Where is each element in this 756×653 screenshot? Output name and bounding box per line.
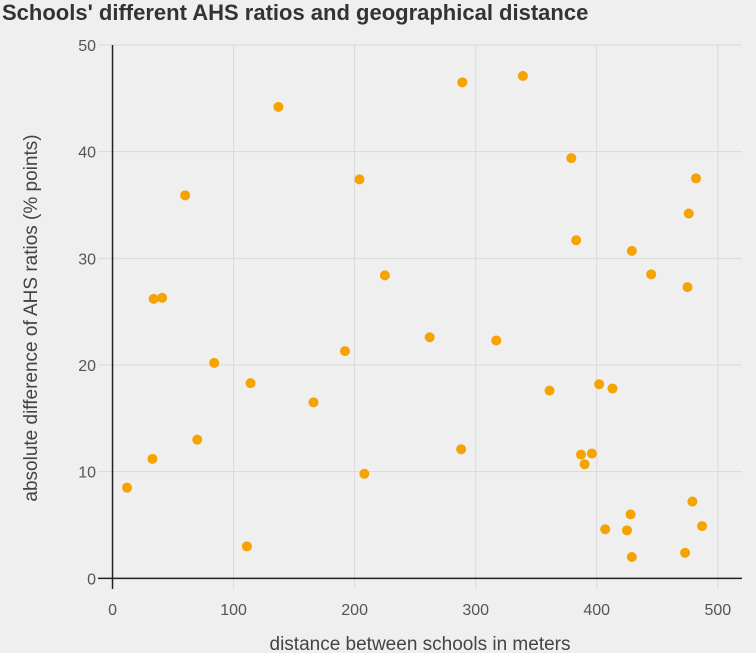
y-tick-label: 50 (78, 38, 96, 55)
axis-layer: 0 100 200 300 400 500 0 10 20 30 40 50 (78, 38, 742, 619)
data-point (682, 282, 693, 293)
data-point (594, 379, 605, 390)
point-layer (122, 70, 708, 562)
data-point (586, 448, 597, 459)
chart-title: Schools' different AHS ratios and geogra… (2, 0, 589, 25)
data-point (680, 547, 691, 558)
data-point (600, 524, 611, 535)
data-point (209, 357, 220, 368)
data-point (625, 509, 636, 520)
data-point (626, 245, 637, 256)
data-point (687, 496, 698, 507)
x-tick-label: 500 (704, 602, 731, 619)
data-point (148, 293, 159, 304)
data-point (697, 521, 708, 532)
y-tick-label: 10 (78, 465, 96, 482)
data-point (122, 482, 133, 493)
data-point (457, 77, 468, 88)
data-point (566, 153, 577, 164)
data-point (424, 332, 435, 343)
x-tick-label: 100 (220, 602, 247, 619)
data-point (157, 292, 168, 303)
data-point (245, 378, 256, 389)
data-point (622, 525, 632, 536)
y-tick-label: 30 (78, 251, 96, 268)
data-point (339, 346, 350, 357)
data-point (683, 208, 694, 219)
x-tick-label: 200 (341, 602, 368, 619)
data-point (180, 190, 191, 201)
data-point (571, 235, 582, 246)
data-point (192, 434, 203, 445)
data-point (241, 541, 252, 552)
data-point (147, 453, 158, 464)
x-tick-label: 300 (462, 602, 489, 619)
data-point (491, 335, 502, 346)
data-point (646, 269, 657, 280)
x-tick-label: 0 (108, 602, 117, 619)
y-tick-label: 0 (87, 571, 96, 588)
y-tick-label: 20 (78, 358, 96, 375)
x-axis-title: distance between schools in meters (270, 634, 571, 653)
data-point (456, 444, 467, 455)
grid-layer (98, 44, 742, 589)
data-point (379, 270, 390, 281)
y-axis-title: absolute difference of AHS ratios (% poi… (21, 134, 42, 501)
data-point (359, 468, 370, 479)
data-point (576, 449, 586, 460)
y-tick-label: 40 (78, 145, 96, 162)
data-point (308, 397, 319, 408)
data-point (579, 459, 590, 470)
data-point (273, 101, 284, 112)
data-point (607, 383, 618, 394)
data-point (517, 70, 528, 81)
x-tick-label: 400 (583, 602, 610, 619)
data-point (354, 174, 365, 185)
data-point (626, 552, 637, 562)
data-point (544, 385, 555, 396)
data-point (691, 173, 701, 184)
